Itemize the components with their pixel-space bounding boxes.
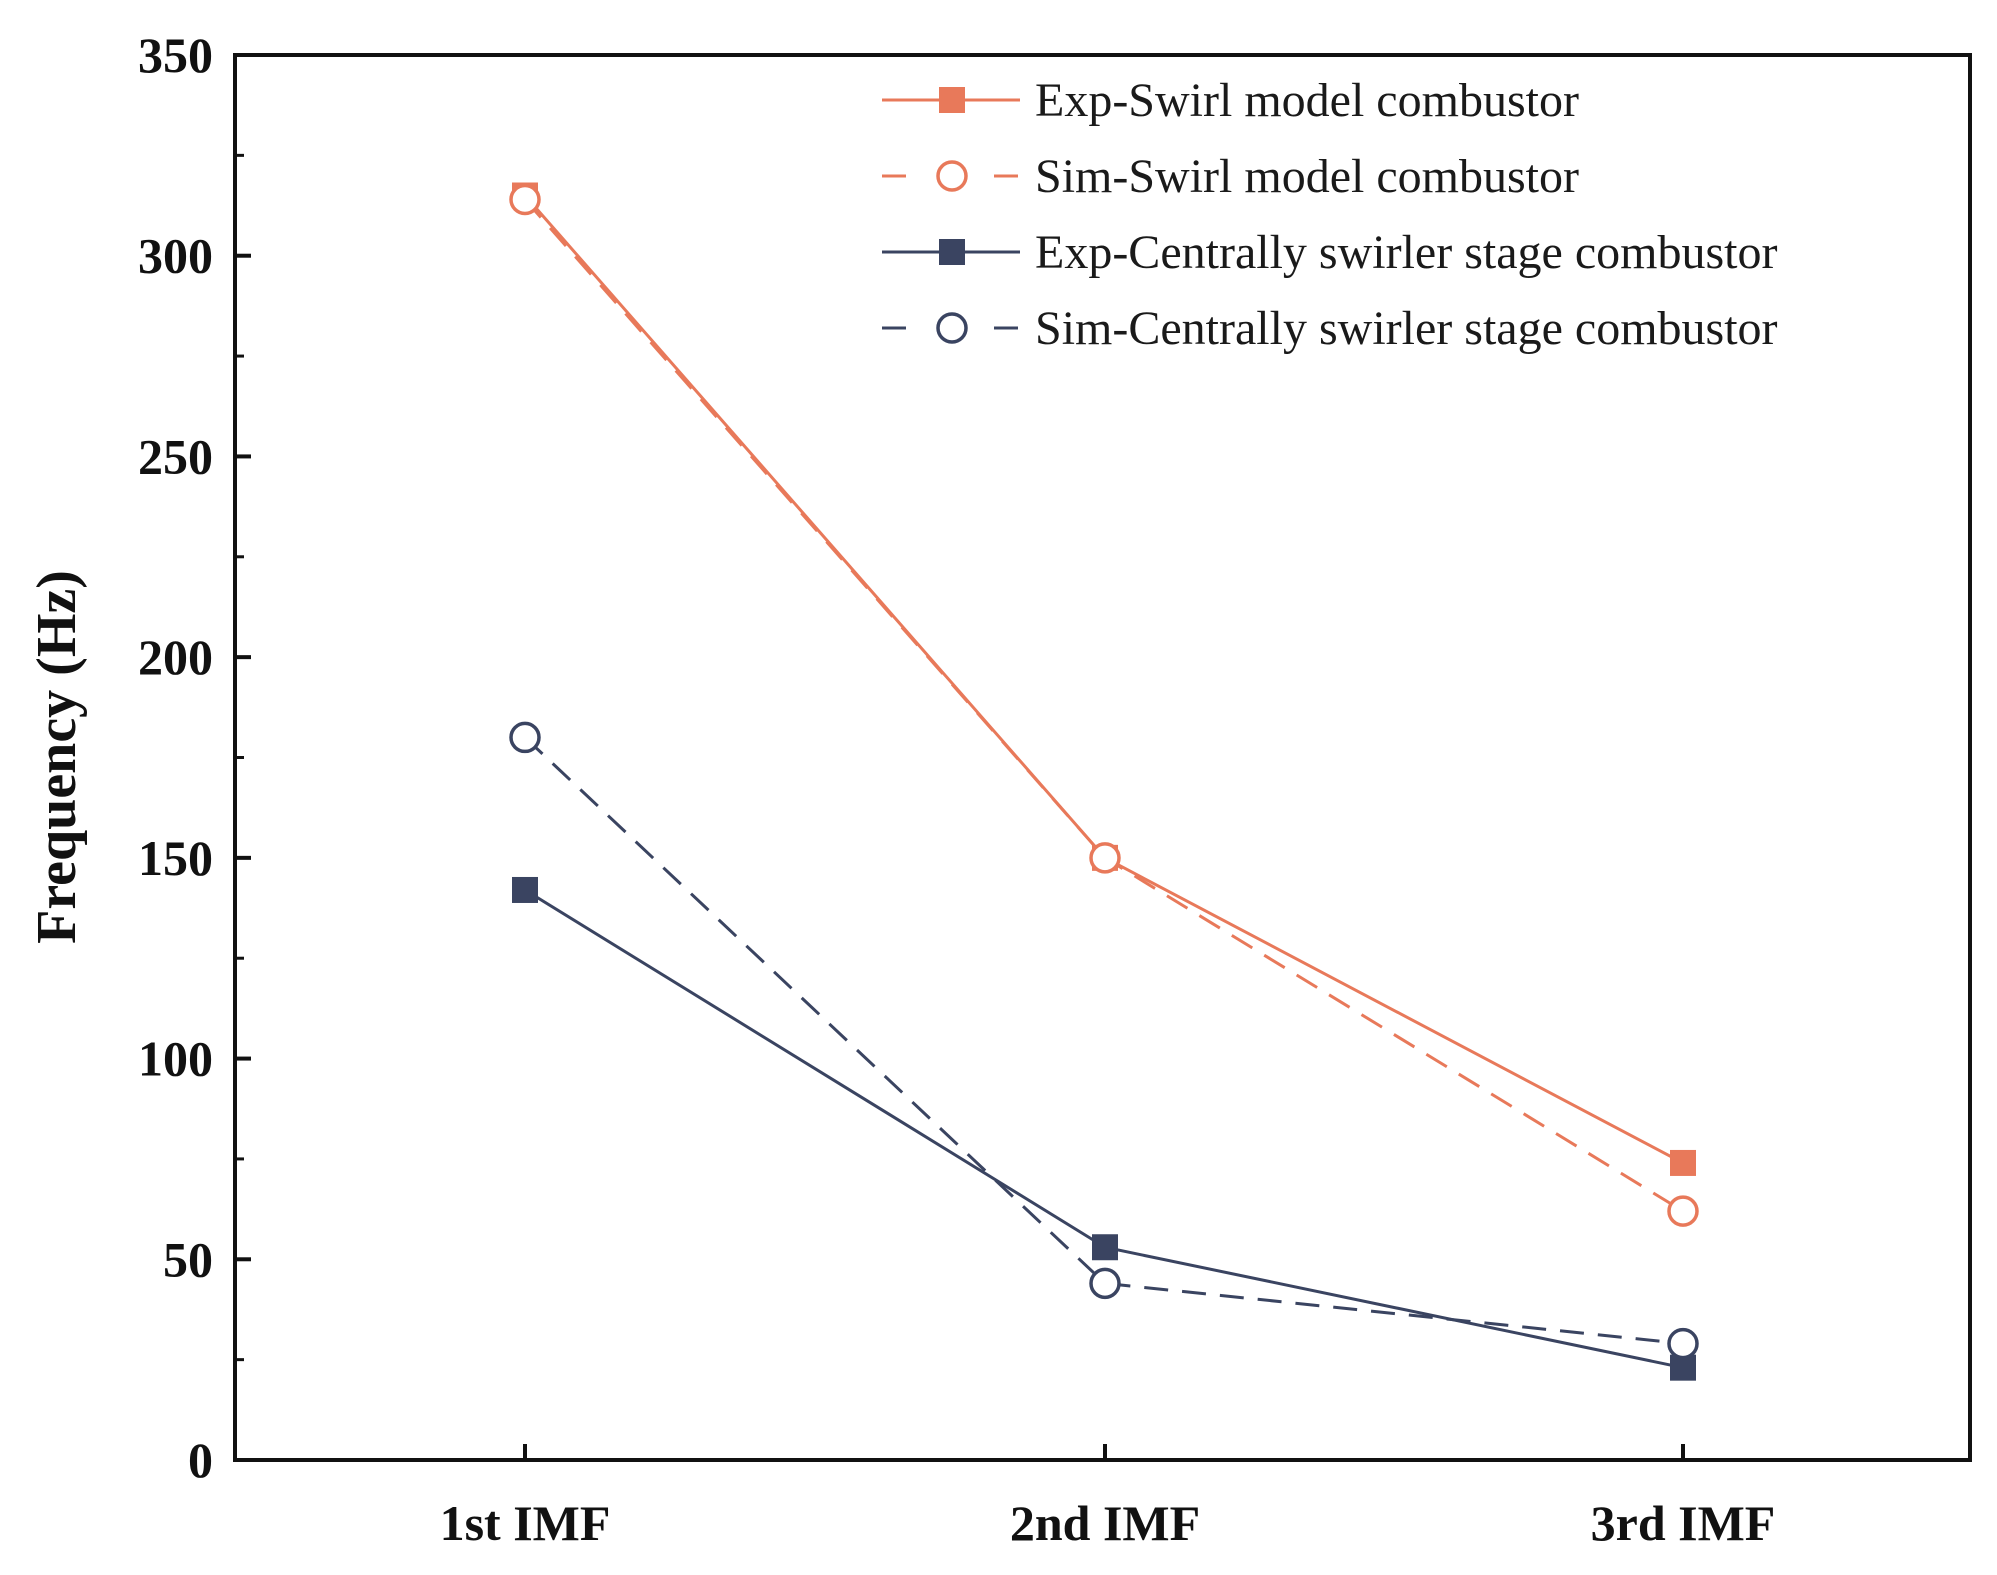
legend: Exp-Swirl model combustor Sim-Swirl model… <box>882 74 1778 355</box>
series-point <box>512 876 538 903</box>
legend-marker <box>939 239 965 265</box>
legend-item: Exp-Swirl model combustor <box>882 74 1579 127</box>
legend-marker <box>936 312 968 344</box>
x-tick-label: 3rd IMF <box>1591 1495 1776 1551</box>
legend-item: Sim-Centrally swirler stage combustor <box>882 302 1778 355</box>
legend-label: Sim-Centrally swirler stage combustor <box>1035 302 1778 355</box>
series-point <box>1667 1195 1699 1227</box>
series-point <box>1089 1267 1121 1300</box>
series-point <box>1667 1327 1699 1360</box>
series-point <box>1670 1149 1696 1176</box>
legend-marker <box>939 87 965 113</box>
y-axis: 0 50 100 150 200 250 300 350 <box>138 27 251 1488</box>
series-2 <box>509 183 1699 1227</box>
series-point <box>1089 842 1121 874</box>
y-tick-label: 250 <box>138 428 213 484</box>
y-tick-label: 150 <box>138 830 213 886</box>
x-tick-label: 1st IMF <box>440 1495 611 1551</box>
y-tick-label: 350 <box>138 27 213 83</box>
legend-label: Sim-Swirl model combustor <box>1035 150 1579 203</box>
x-tick-label: 2nd IMF <box>1010 1495 1200 1551</box>
legend-item: Sim-Swirl model combustor <box>882 150 1579 203</box>
series-line <box>523 736 1684 1346</box>
y-tick-label: 50 <box>163 1231 213 1287</box>
y-tick-label: 300 <box>138 228 213 284</box>
series-layer <box>509 182 1699 1381</box>
series-3 <box>512 876 1696 1381</box>
y-axis-title: Frequency (Hz) <box>26 570 88 944</box>
y-tick-label: 100 <box>138 1031 213 1087</box>
legend-label: Exp-Swirl model combustor <box>1035 74 1579 127</box>
y-tick-label: 200 <box>138 629 213 685</box>
series-point <box>509 183 541 216</box>
legend-label: Exp-Centrally swirler stage combustor <box>1035 226 1777 279</box>
series-point <box>1092 1234 1118 1261</box>
y-tick-label: 0 <box>188 1432 213 1488</box>
series-point <box>509 721 541 754</box>
x-axis: 1st IMF 2nd IMF 3rd IMF <box>440 1444 1776 1551</box>
legend-marker <box>936 160 968 192</box>
legend-item: Exp-Centrally swirler stage combustor <box>882 226 1777 279</box>
series-4 <box>509 721 1699 1360</box>
